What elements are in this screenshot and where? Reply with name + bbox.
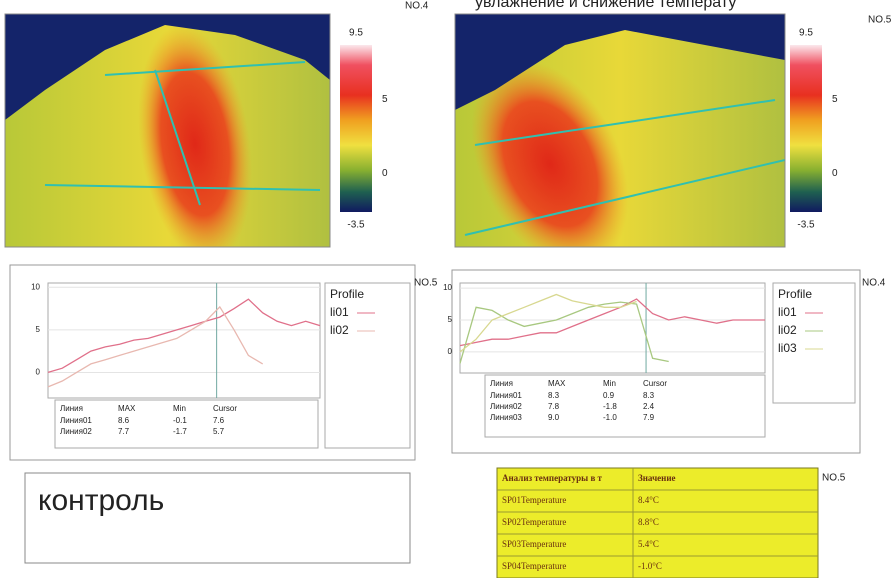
plot-area xyxy=(460,283,765,373)
colorbar xyxy=(790,45,822,212)
table-cell: 8.8°C xyxy=(638,517,659,527)
y-tick-label: 10 xyxy=(31,282,40,291)
table-header: Cursor xyxy=(643,379,667,388)
table-cell: 8.6 xyxy=(118,416,130,425)
y-tick-label: 10 xyxy=(443,283,452,292)
table-cell: 7.6 xyxy=(213,416,225,425)
table-header: MAX xyxy=(118,404,136,413)
table-header: Значение xyxy=(638,473,676,483)
legend-label: li01 xyxy=(330,305,349,319)
y-tick-label: 0 xyxy=(36,368,41,377)
colorbar-tick-label: 9.5 xyxy=(799,28,813,39)
legend-title: Profile xyxy=(330,287,364,301)
panel-id: NO.5 xyxy=(822,473,846,484)
table-cell: 7.8 xyxy=(548,402,560,411)
table-cell: 0.9 xyxy=(603,391,615,400)
panel-id: NO.5 xyxy=(414,278,438,289)
colorbar-tick-label: -3.5 xyxy=(347,220,365,231)
colorbar-tick-label: 0 xyxy=(382,168,388,179)
colorbar-tick-label: 5 xyxy=(832,94,838,105)
table-cell: 2.4 xyxy=(643,402,655,411)
table-cell: 9.0 xyxy=(548,413,560,422)
table-cell: Линия01 xyxy=(60,416,92,425)
table-cell: 8.3 xyxy=(643,391,655,400)
table-cell: 5.7 xyxy=(213,427,225,436)
thermal-image xyxy=(440,14,785,293)
table-cell: -0.1 xyxy=(173,416,187,425)
table-header: Линия xyxy=(490,379,513,388)
table-cell: -1.8 xyxy=(603,402,617,411)
table-header: Линия xyxy=(60,404,83,413)
colorbar-tick-label: 9.5 xyxy=(349,28,363,39)
table-header: Cursor xyxy=(213,404,237,413)
colorbar-tick-label: -3.5 xyxy=(797,220,815,231)
table-cell: -1.7 xyxy=(173,427,187,436)
caption: увлажнение и снижение температу xyxy=(475,0,736,11)
table-cell: SP04Temperature xyxy=(502,561,566,571)
thermal-image xyxy=(5,14,330,270)
stats-table xyxy=(485,375,765,437)
y-tick-label: 5 xyxy=(448,315,453,324)
table-cell: SP01Temperature xyxy=(502,495,566,505)
legend-label: li02 xyxy=(330,323,349,337)
legend-title: Profile xyxy=(778,287,812,301)
table-cell: 8.3 xyxy=(548,391,560,400)
control-label: контроль xyxy=(38,484,164,517)
colorbar-tick-label: 0 xyxy=(832,168,838,179)
table-cell: Линия01 xyxy=(490,391,522,400)
table-cell: -1.0°C xyxy=(638,561,662,571)
table-cell: 5.4°C xyxy=(638,539,659,549)
table-cell: 8.4°C xyxy=(638,495,659,505)
panel-id: NO.5 xyxy=(868,15,892,26)
colorbar xyxy=(340,45,372,212)
table-header: Min xyxy=(173,404,186,413)
table-header: Анализ температуры в т xyxy=(502,473,603,483)
legend-label: li02 xyxy=(778,323,797,337)
plot-area xyxy=(48,283,320,398)
y-tick-label: 5 xyxy=(36,325,41,334)
table-cell: Линия02 xyxy=(60,427,92,436)
colorbar-tick-label: 5 xyxy=(382,94,388,105)
table-cell: SP02Temperature xyxy=(502,517,566,527)
page: увлажнение и снижение температу 9.5 5 0 -3.… xyxy=(0,0,896,578)
table-header: Min xyxy=(603,379,616,388)
legend-label: li01 xyxy=(778,305,797,319)
table-cell: 7.7 xyxy=(118,427,130,436)
table-cell: Линия03 xyxy=(490,413,522,422)
panel-id: NO.4 xyxy=(862,278,886,289)
screen: увлажнение и снижение температу 9.5 5 0 -3.… xyxy=(0,0,896,578)
panel-id: NO.4 xyxy=(405,1,429,12)
y-tick-label: 0 xyxy=(448,347,453,356)
table-cell: Линия02 xyxy=(490,402,522,411)
table-cell: 7.9 xyxy=(643,413,655,422)
table-cell: SP03Temperature xyxy=(502,539,566,549)
table-cell: -1.0 xyxy=(603,413,617,422)
legend-label: li03 xyxy=(778,341,797,355)
table-header: MAX xyxy=(548,379,566,388)
